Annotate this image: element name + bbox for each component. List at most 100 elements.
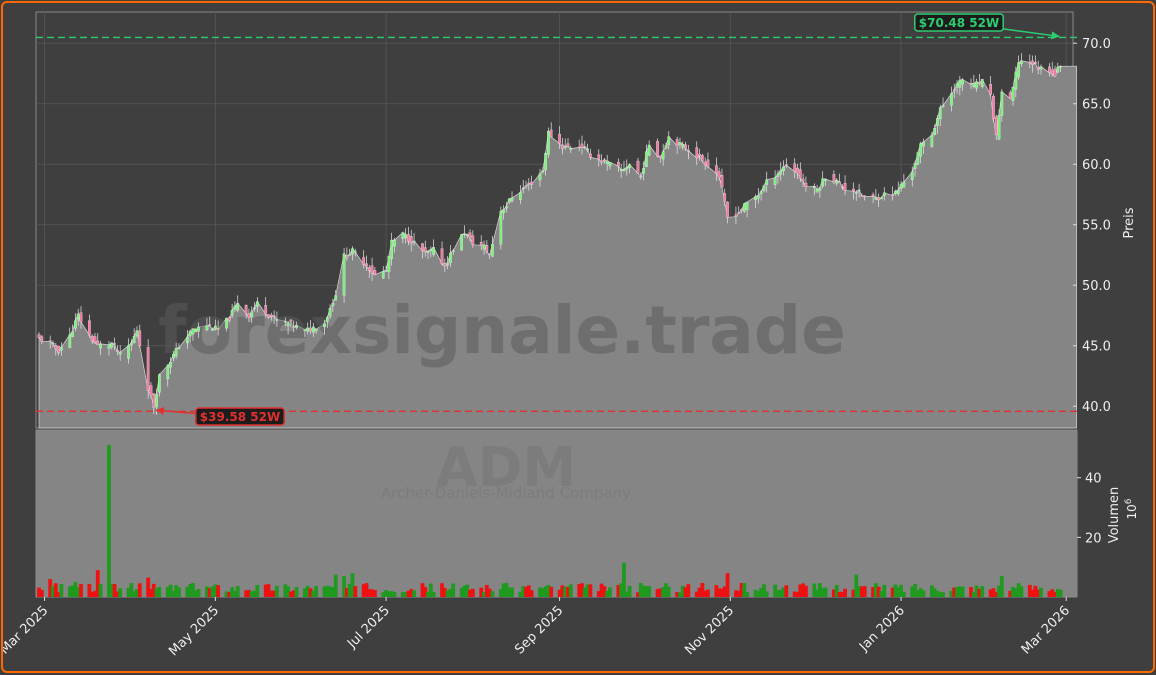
candle-body — [390, 239, 394, 259]
volume-bar — [191, 582, 195, 597]
volume-bar — [815, 589, 819, 597]
volume-bar — [400, 592, 405, 597]
volume-bar — [1058, 589, 1063, 597]
candle-body — [197, 326, 200, 332]
candle-body — [138, 330, 142, 346]
volume-bar — [381, 592, 386, 597]
volume-bar — [431, 592, 436, 597]
volume-bar — [479, 587, 484, 597]
volume-bar — [764, 591, 769, 597]
candle-body — [342, 253, 346, 296]
volume-bar — [392, 591, 397, 597]
volume-bar — [851, 589, 856, 597]
candle-body — [656, 140, 659, 157]
volume-bar — [126, 587, 131, 597]
candle-body — [213, 325, 217, 330]
volume-bar — [941, 592, 945, 597]
volume-bar — [1027, 584, 1032, 597]
volume-bar — [333, 574, 338, 597]
volume-bar — [224, 591, 229, 597]
candle-body — [505, 206, 508, 209]
volume-bar — [745, 591, 750, 597]
price-axis-label: Preis — [1122, 207, 1137, 238]
candle-body — [37, 334, 41, 338]
volume-bar — [305, 585, 310, 597]
volume-bar — [48, 579, 53, 597]
volume-bar — [361, 584, 366, 597]
volume-bar — [59, 584, 64, 597]
volume-bar — [314, 585, 318, 597]
candle-body — [1050, 69, 1054, 75]
candle-body — [334, 295, 338, 301]
volume-bar — [588, 584, 593, 597]
volume-bar — [658, 588, 663, 597]
candle-body — [216, 328, 220, 330]
volume-bar — [834, 584, 839, 597]
volume-bar — [697, 587, 702, 597]
volume-bar — [974, 585, 979, 597]
volume-bar — [546, 585, 551, 597]
candle-body — [423, 247, 427, 252]
candle-body — [527, 182, 531, 185]
volume-bar — [367, 589, 372, 597]
candle-body — [79, 312, 83, 322]
volume-bar — [549, 586, 554, 597]
volume-bar — [137, 583, 142, 597]
candle-body — [482, 244, 486, 250]
volume-bar — [988, 589, 993, 597]
volume-bar — [739, 583, 744, 597]
candle-body — [449, 252, 452, 263]
volume-bar — [680, 585, 685, 597]
volume-bar — [263, 584, 268, 597]
candle-body — [40, 336, 44, 342]
volume-bar — [563, 586, 568, 597]
candle-body — [502, 209, 505, 214]
volume-bar — [70, 585, 75, 597]
candle-body — [443, 262, 447, 267]
volume-bar — [409, 588, 414, 597]
candle-body — [955, 83, 959, 88]
volume-bar — [837, 591, 842, 597]
volume-bar — [999, 576, 1004, 597]
volume-bar — [1008, 590, 1013, 597]
volume-bar — [762, 584, 766, 597]
candle-body — [328, 308, 332, 317]
volume-bar — [442, 588, 447, 597]
candle-body — [127, 345, 130, 359]
candle-body — [706, 159, 710, 167]
volume-bar — [311, 590, 316, 597]
candle-body — [345, 255, 349, 258]
price-tick-label: 70.0 — [1082, 37, 1111, 52]
candle-body — [661, 151, 665, 160]
volume-bar — [132, 591, 137, 597]
volume-bar — [490, 591, 495, 597]
volume-bar — [1030, 589, 1035, 597]
candle-body — [779, 170, 783, 175]
volume-bar — [879, 590, 884, 597]
volume-bar — [694, 591, 699, 597]
candle-body — [1031, 60, 1034, 65]
volume-bar — [921, 590, 926, 597]
volume-bar — [977, 588, 982, 597]
volume-bar — [873, 583, 878, 597]
candle-body — [684, 144, 687, 149]
candle-body — [57, 345, 60, 354]
x-tick-label: May 2025 — [166, 603, 222, 659]
candle-body — [225, 317, 228, 329]
volume-bar — [308, 588, 313, 597]
candle-body — [96, 340, 100, 345]
candle-body — [628, 164, 631, 169]
volume-bar — [56, 592, 61, 597]
candle-body — [854, 192, 858, 194]
candle-body — [586, 148, 589, 151]
candle-body — [558, 133, 561, 144]
company-watermark: Archer-Daniels-Midland Company — [381, 484, 631, 502]
candle-body — [479, 242, 483, 246]
volume-panel-bg — [35, 429, 1078, 598]
volume-bar — [703, 590, 708, 597]
volume-bar — [266, 584, 271, 597]
candle-body — [681, 143, 685, 148]
candle-body — [1014, 71, 1018, 90]
volume-bar — [882, 584, 887, 597]
